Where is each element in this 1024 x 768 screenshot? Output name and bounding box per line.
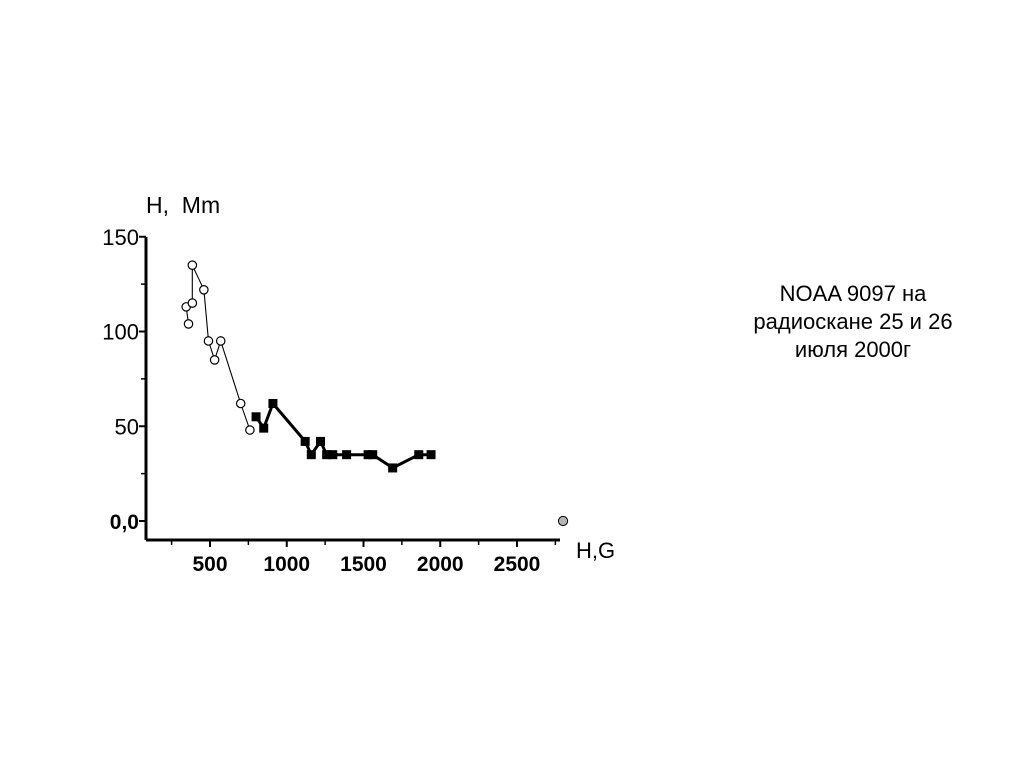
series-3 [557, 515, 569, 527]
x-tick-label: 1000 [263, 553, 310, 576]
annotation-line-3: июля 2000г [794, 337, 912, 362]
x-tick-label: 500 [192, 553, 227, 576]
x-tick-label: 1500 [340, 553, 387, 576]
y-tick-label: 0,0 [110, 511, 139, 534]
y-tick-label: 150 [102, 225, 139, 250]
data-point [322, 450, 332, 460]
series-2 [251, 399, 436, 473]
data-point [251, 412, 261, 422]
data-point [203, 336, 214, 346]
data-point [187, 260, 198, 270]
annotation-line-1: NOAA 9097 на [779, 281, 927, 306]
data-point [388, 463, 398, 473]
x-tick-label: 2500 [494, 553, 541, 576]
data-point [363, 450, 373, 460]
data-point [209, 355, 220, 365]
data-point [426, 450, 436, 460]
data-point [268, 399, 278, 409]
x-axis-label: H,G [576, 538, 615, 563]
data-point [183, 319, 194, 329]
data-point [306, 450, 316, 460]
x-tick-label: 2000 [417, 553, 464, 576]
chart-annotation: NOAA 9097 на радиоскане 25 и 26 июля 200… [700, 280, 1006, 364]
data-point [414, 450, 424, 460]
data-point [235, 398, 246, 409]
data-point [557, 515, 569, 527]
data-point [342, 450, 352, 460]
data-point [215, 336, 226, 346]
data-point [187, 298, 198, 308]
data-point [300, 436, 310, 446]
annotation-line-2: радиоскане 25 и 26 [753, 309, 953, 334]
data-point [245, 425, 255, 435]
y-axis-label: H, Mm [146, 192, 220, 218]
y-tick-label: 50 [115, 414, 139, 439]
data-point [328, 450, 338, 460]
data-point [316, 436, 326, 446]
series-1 [181, 260, 255, 435]
data-point [368, 450, 378, 460]
data-point [199, 285, 209, 295]
data-point [259, 423, 269, 433]
y-tick-label: 100 [102, 320, 139, 345]
